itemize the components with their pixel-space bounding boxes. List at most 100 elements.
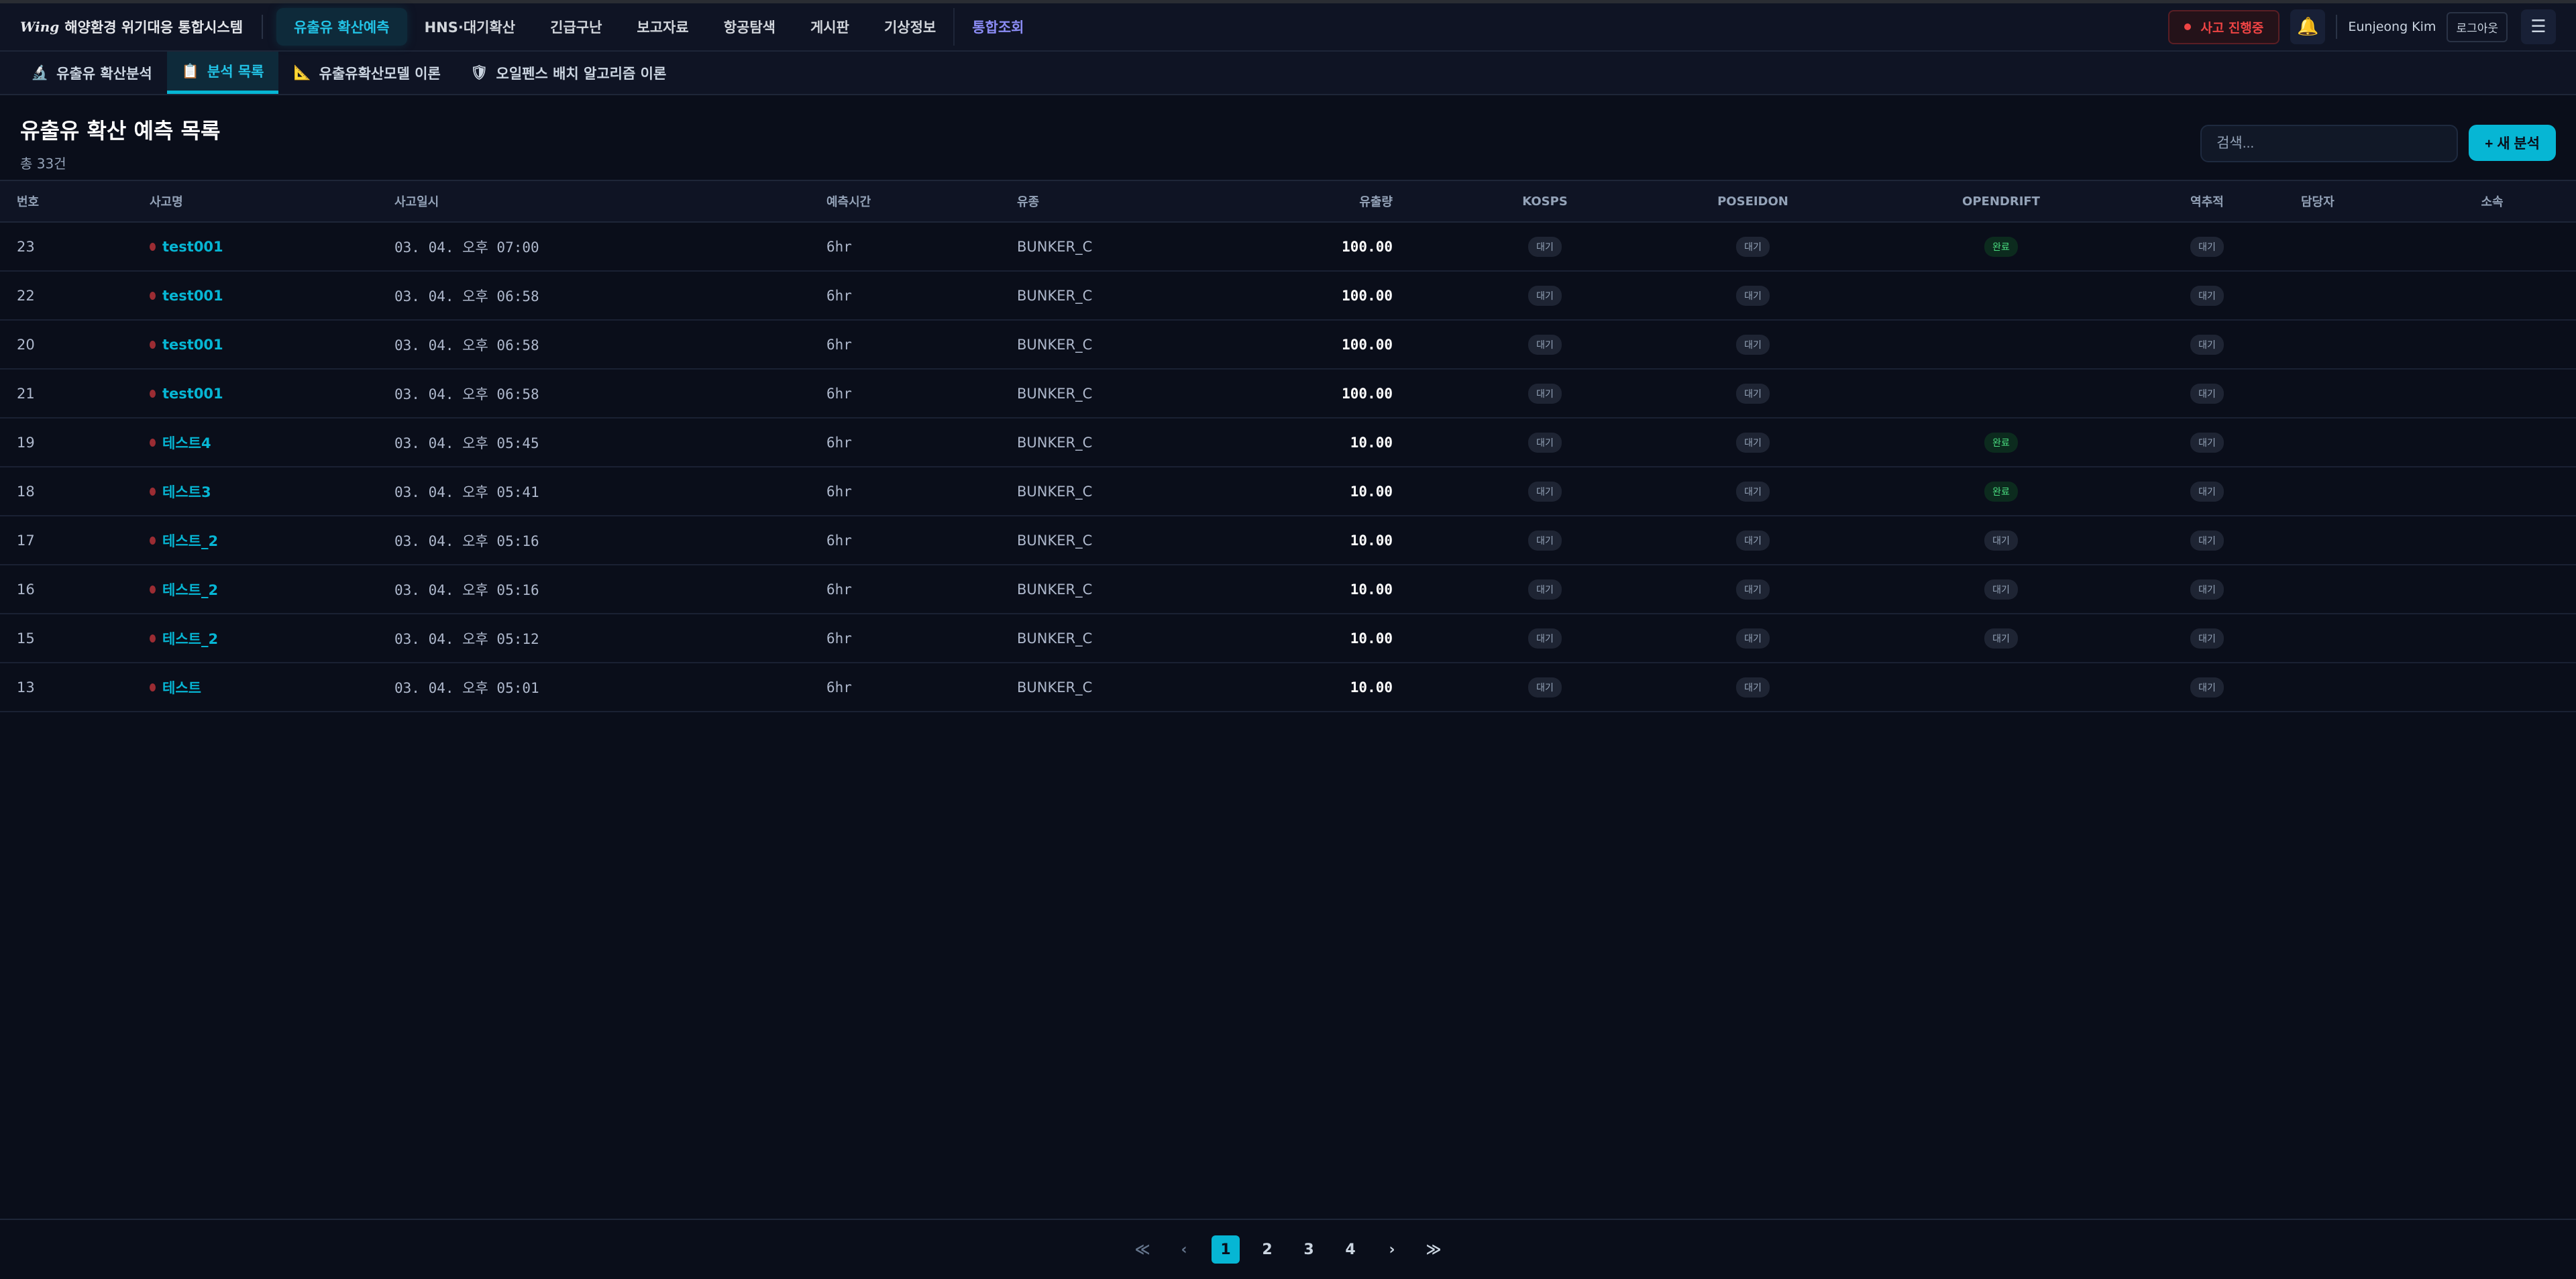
incident-name: 테스트4 <box>162 435 211 451</box>
page-button[interactable]: 3 <box>1303 1241 1314 1258</box>
cell-amount: 100.00 <box>1299 369 1446 418</box>
page-button[interactable]: 4 <box>1345 1241 1356 1258</box>
cell-oil: BUNKER_C <box>1017 336 1093 353</box>
status-badge: 대기 <box>1528 432 1562 453</box>
incident-name-link[interactable]: test001 <box>150 239 223 255</box>
subtab-0[interactable]: 🔬 유출유 확산분석 <box>16 52 167 94</box>
table-row[interactable]: 23 test001 03. 04. 오후 07:00 6hr BUNKER_C 100.… <box>0 222 2576 271</box>
column-header[interactable]: OPENDRIFT <box>1962 194 2040 209</box>
column-header[interactable]: 유종 <box>1017 195 1040 209</box>
status-badge: 대기 <box>1736 285 1770 306</box>
cell-amount: 10.00 <box>1299 516 1446 565</box>
status-dot-icon <box>150 341 156 349</box>
column-header[interactable]: 담당자 <box>2301 195 2334 209</box>
new-analysis-button[interactable]: + 새 분석 <box>2469 125 2556 161</box>
amount-value: 10.00 <box>1350 483 1393 500</box>
nav-item[interactable]: 보고자료 <box>637 19 689 36</box>
last-page-button[interactable]: ≫ <box>1426 1241 1442 1258</box>
table-row[interactable]: 13 테스트 03. 04. 오후 05:01 6hr BUNKER_C 10.00 대기 대… <box>0 663 2576 712</box>
nav-item[interactable]: 유출유 확산예측 <box>276 8 407 46</box>
cell-manager <box>2274 320 2408 369</box>
incident-name-link[interactable]: 테스트_2 <box>150 628 218 649</box>
table-row[interactable]: 20 test001 03. 04. 오후 06:58 6hr BUNKER_C 100.… <box>0 320 2576 369</box>
ruler-triangle-icon: 📐 <box>293 64 311 80</box>
amount-value: 10.00 <box>1350 679 1393 696</box>
column-header[interactable]: 번호 <box>17 195 40 209</box>
column-header[interactable]: 사고명 <box>150 195 183 209</box>
incident-name-link[interactable]: 테스트_2 <box>150 531 218 551</box>
nav-item[interactable]: 게시판 <box>810 19 849 36</box>
menu-button[interactable]: ☰ <box>2521 9 2556 44</box>
subtab-1[interactable]: 📋 분석 목록 <box>166 52 279 94</box>
page-button[interactable]: 2 <box>1262 1241 1273 1258</box>
table-row[interactable]: 18 테스트3 03. 04. 오후 05:41 6hr BUNKER_C 10.00 대기… <box>0 467 2576 516</box>
nav-item[interactable]: 항공탐색 <box>723 19 775 36</box>
app-logo[interactable]: Wing 해양환경 위기대응 통합시스템 <box>20 15 264 39</box>
cell-no: 19 <box>17 434 35 451</box>
incident-name-link[interactable]: test001 <box>150 337 223 353</box>
incident-status-button[interactable]: 사고 진행중 <box>2168 9 2280 44</box>
search-input[interactable] <box>2200 125 2459 162</box>
status-badge: 완료 <box>1984 481 2018 502</box>
cell-org <box>2408 614 2576 663</box>
page-button[interactable]: 1 <box>1212 1235 1240 1264</box>
incident-name-link[interactable]: 테스트_2 <box>150 579 218 600</box>
cell-name: test001 <box>150 271 394 320</box>
column-header[interactable]: 예측시간 <box>826 195 871 209</box>
nav-item[interactable]: 통합조회 <box>953 8 1041 46</box>
cell-no: 13 <box>17 679 35 696</box>
column-header[interactable]: 역추적 <box>2190 195 2224 209</box>
nav-item[interactable]: 긴급구난 <box>550 19 602 36</box>
prev-page-button[interactable]: ‹ <box>1181 1241 1187 1258</box>
incident-name-link[interactable]: 테스트4 <box>150 433 211 453</box>
notification-button[interactable]: 🔔 <box>2290 9 2326 44</box>
status-badge: 대기 <box>1528 481 1562 502</box>
table-row[interactable]: 19 테스트4 03. 04. 오후 05:45 6hr BUNKER_C 10.00 대기… <box>0 418 2576 467</box>
table-row[interactable]: 22 test001 03. 04. 오후 06:58 6hr BUNKER_C 100.… <box>0 271 2576 320</box>
subtab-3[interactable]: 🛡 오일펜스 배치 알고리즘 이론 <box>455 52 681 94</box>
amount-value: 100.00 <box>1342 287 1393 304</box>
first-page-button[interactable]: ≪ <box>1134 1241 1150 1258</box>
column-header[interactable]: 소속 <box>2481 195 2504 209</box>
clipboard-icon: 📋 <box>181 62 199 79</box>
cell-amount: 10.00 <box>1299 467 1446 516</box>
column-header[interactable]: KOSPS <box>1522 194 1568 209</box>
status-badge: 대기 <box>1736 677 1770 698</box>
date-value: 03. 04. 오후 05:12 <box>394 630 539 647</box>
table-row[interactable]: 16 테스트_2 03. 04. 오후 05:16 6hr BUNKER_C 10.00 대… <box>0 565 2576 614</box>
column-header[interactable]: 사고일시 <box>394 195 439 209</box>
status-badge: 대기 <box>1736 236 1770 257</box>
cell-hours: 6hr <box>826 516 1017 565</box>
status-badge: 대기 <box>1984 530 2018 551</box>
cell-poseidon: 대기 <box>1644 565 1862 614</box>
cell-no: 22 <box>17 287 35 304</box>
cell-oil: BUNKER_C <box>1017 238 1093 255</box>
incident-name-link[interactable]: test001 <box>150 288 223 304</box>
amount-value: 10.00 <box>1350 581 1393 598</box>
table-row[interactable]: 21 test001 03. 04. 오후 06:58 6hr BUNKER_C 100.… <box>0 369 2576 418</box>
column-header[interactable]: 유출량 <box>1359 195 1393 209</box>
cell-name: 테스트_2 <box>150 565 394 614</box>
cell-poseidon: 대기 <box>1644 369 1862 418</box>
column-header[interactable]: POSEIDON <box>1717 194 1788 209</box>
nav-item[interactable]: HNS·대기확산 <box>424 19 516 36</box>
subtab-label: 유출유 확산분석 <box>56 65 152 82</box>
status-badge: 완료 <box>1984 432 2018 453</box>
status-badge: 대기 <box>2190 432 2224 453</box>
cell-amount: 10.00 <box>1299 418 1446 467</box>
subtab-2[interactable]: 📐 유출유확산모델 이론 <box>278 52 455 94</box>
status-dot-icon <box>2184 23 2192 30</box>
incident-name-link[interactable]: 테스트 <box>150 677 201 698</box>
table-row[interactable]: 17 테스트_2 03. 04. 오후 05:16 6hr BUNKER_C 10.00 대… <box>0 516 2576 565</box>
next-page-button[interactable]: › <box>1389 1241 1395 1258</box>
incident-name-link[interactable]: 테스트3 <box>150 482 211 502</box>
table-row[interactable]: 15 테스트_2 03. 04. 오후 05:12 6hr BUNKER_C 10.00 대… <box>0 614 2576 663</box>
nav-item[interactable]: 기상정보 <box>883 19 936 36</box>
incident-name-link[interactable]: test001 <box>150 386 223 402</box>
cell-poseidon: 대기 <box>1644 222 1862 271</box>
logout-button[interactable]: 로그아웃 <box>2447 11 2508 42</box>
cell-hours: 6hr <box>826 467 1017 516</box>
cell-back: 대기 <box>2140 565 2274 614</box>
cell-kosps: 대기 <box>1446 222 1644 271</box>
cell-date: 03. 04. 오후 05:45 <box>394 418 826 467</box>
